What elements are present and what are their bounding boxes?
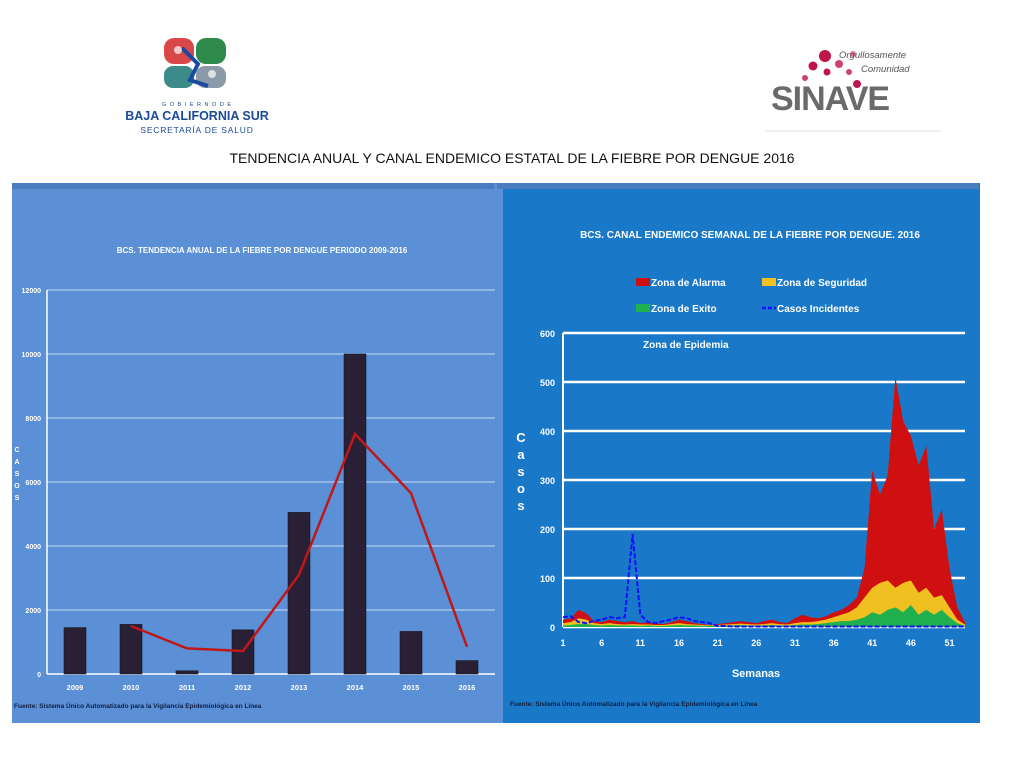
left-x-ticks: 2009 2010 2011 2012 2013 2014 2015 2016 [67, 683, 476, 692]
area-zona-de-exito [563, 605, 965, 627]
sinave-name: SINAVE [771, 80, 889, 118]
bar-2014 [343, 353, 367, 675]
left-x-tick-label: 2009 [67, 683, 84, 692]
right-y-label-letter: s [517, 464, 524, 479]
right-x-ticks: 1 6 11 16 21 26 31 36 41 46 51 [560, 638, 954, 648]
legend-swatch [636, 278, 650, 286]
legend-label: Zona de Exito [651, 304, 717, 315]
left-y-tick-label: 4000 [25, 544, 41, 551]
left-x-tick-label: 2016 [459, 683, 476, 692]
right-areas [562, 377, 965, 628]
left-y-tick-label: 10000 [22, 352, 42, 359]
right-x-tick-label: 41 [867, 638, 877, 648]
trend-line [130, 431, 469, 653]
right-y-label-letter: a [517, 447, 525, 462]
legend-label: Zona de Alarma [651, 278, 726, 289]
left-y-label-letter: S [15, 471, 20, 478]
logo-gobierno-text: G O B I E R N O D E [162, 102, 232, 108]
bcs-government-logo: G O B I E R N O D E BAJA CALIFORNIA SUR … [112, 34, 282, 138]
sinave-logo: Orgullosamente Comunidad SINAVE [765, 44, 945, 136]
left-x-tick-label: 2012 [235, 683, 252, 692]
left-y-tick-label: 0 [37, 672, 41, 679]
right-y-tick-label: 300 [540, 476, 555, 486]
page-title: TENDENCIA ANUAL Y CANAL ENDEMICO ESTATAL… [229, 150, 795, 166]
right-x-tick-label: 46 [906, 638, 916, 648]
right-x-tick-label: 36 [829, 638, 839, 648]
legend-swatch [636, 304, 650, 312]
right-x-tick-label: 21 [713, 638, 723, 648]
legend-label: Zona de Seguridad [777, 278, 867, 289]
sinave-tagline-2: Comunidad [861, 64, 910, 75]
left-y-label-letter: C [14, 447, 19, 454]
right-x-tick-label: 26 [751, 638, 761, 648]
bcs-shield-icon [164, 38, 226, 88]
left-y-tick-label: 12000 [22, 288, 42, 295]
right-y-label-letter: C [516, 430, 526, 445]
casos-incidentes-line [562, 533, 965, 628]
right-source: Fuente: Sistema Único Automatizado para … [510, 701, 758, 708]
right-x-tick-label: 11 [636, 638, 646, 648]
left-source: Fuente: Sistema Único Automatizado para … [14, 703, 262, 710]
right-x-tick-label: 31 [790, 638, 800, 648]
right-y-label-letter: s [517, 498, 524, 513]
left-chart-title: BCS. TENDENCIA ANUAL DE LA FIEBRE POR DE… [117, 246, 408, 255]
right-y-ticks: 0 100 200 300 400 500 600 [540, 329, 555, 633]
left-x-tick-label: 2015 [403, 683, 420, 692]
sinave-tagline-1: Orgullosamente [839, 50, 906, 61]
area-zona-de-seguridad [563, 580, 965, 627]
right-y-tick-label: 0 [550, 623, 555, 633]
right-legend: Zona de Alarma Zona de Seguridad Zona de E… [636, 278, 867, 315]
left-y-label-letter: A [14, 459, 19, 466]
bar-2015 [399, 631, 423, 675]
left-x-tick-label: 2011 [179, 683, 195, 692]
right-y-label-letter: o [517, 481, 525, 496]
left-y-ticks: 0 2000 4000 6000 8000 10000 12000 [22, 288, 42, 679]
panel-left-topbar [12, 183, 494, 189]
bar-2013 [287, 512, 311, 675]
left-x-tick-label: 2013 [291, 683, 308, 692]
right-chart-title: BCS. CANAL ENDEMICO SEMANAL DE LA FIEBRE… [580, 230, 920, 241]
left-y-tick-label: 6000 [25, 480, 41, 487]
sinave-dots-icon [802, 50, 861, 88]
bar-2009 [63, 627, 87, 675]
right-x-axis-label: Semanas [732, 668, 780, 680]
left-bars [63, 353, 479, 675]
legend-label: Casos Incidentes [777, 304, 860, 315]
bar-2011 [175, 670, 199, 675]
left-y-label-letter: S [15, 495, 20, 502]
left-y-tick-label: 2000 [25, 608, 41, 615]
zona-epidemia-label: Zona de Epidemia [643, 340, 729, 351]
left-y-label-letter: O [14, 483, 20, 490]
legend-swatch [762, 278, 776, 286]
right-x-tick-label: 51 [945, 638, 955, 648]
right-y-tick-label: 600 [540, 329, 555, 339]
left-x-tick-label: 2010 [123, 683, 140, 692]
logo-state-text: BAJA CALIFORNIA SUR [125, 109, 269, 123]
right-x-tick-label: 16 [674, 638, 684, 648]
right-y-tick-label: 200 [540, 525, 555, 535]
panel-right-topbar [497, 183, 979, 189]
bar-2010 [119, 624, 143, 675]
logo-dept-text: SECRETARÍA DE SALUD [140, 125, 253, 135]
left-x-tick-label: 2014 [347, 683, 365, 692]
left-y-tick-label: 8000 [25, 416, 41, 423]
right-y-axis-label: Casos [516, 430, 526, 513]
right-y-tick-label: 100 [540, 574, 555, 584]
right-x-tick-label: 6 [599, 638, 604, 648]
bar-2016 [455, 660, 479, 675]
right-x-tick-label: 1 [560, 638, 565, 648]
right-y-tick-label: 500 [540, 378, 555, 388]
right-y-tick-label: 400 [540, 427, 555, 437]
